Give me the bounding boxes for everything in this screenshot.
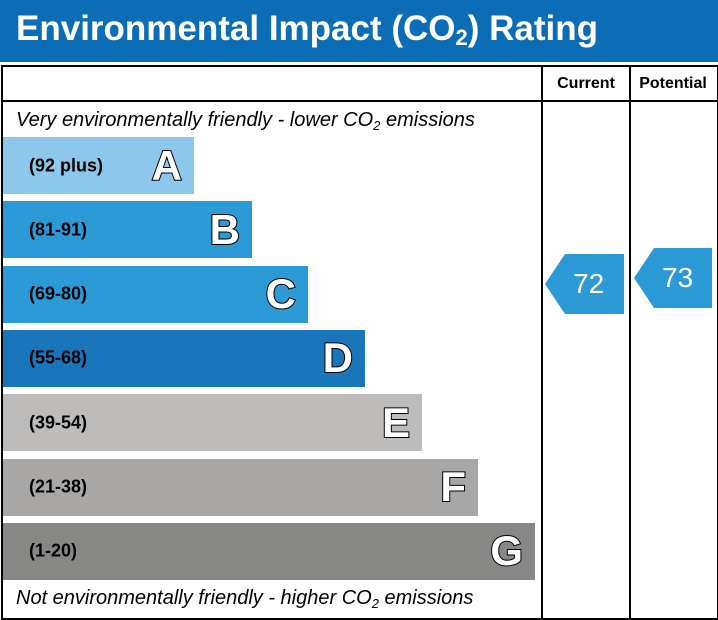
potential-column-divider bbox=[629, 65, 631, 620]
band-letter: E bbox=[381, 398, 411, 446]
current-rating-marker: 72 bbox=[545, 253, 624, 314]
current-rating-value: 72 bbox=[573, 267, 605, 299]
band-range-label: (21-38) bbox=[29, 476, 88, 497]
band-range-label: (69-80) bbox=[29, 283, 88, 304]
band-c: (69-80) C bbox=[3, 265, 308, 323]
band-g: (1-20) G bbox=[3, 522, 535, 580]
band-letter: B bbox=[209, 205, 241, 253]
band-letter: F bbox=[439, 463, 467, 510]
band-range-label: (1-20) bbox=[29, 540, 78, 561]
band-range-label: (81-91) bbox=[29, 219, 88, 240]
bottom-caption-before: Not environmentally friendly - higher CO bbox=[16, 587, 372, 609]
top-caption-after: emissions bbox=[380, 109, 475, 131]
band-e: (39-54) E bbox=[3, 394, 422, 452]
band-d: (55-68) D bbox=[3, 329, 365, 387]
header-row-divider bbox=[1, 100, 718, 102]
potential-rating-marker: 73 bbox=[634, 247, 712, 308]
band-range-label: (92 plus) bbox=[29, 155, 104, 175]
bottom-caption: Not environmentally friendly - higher CO… bbox=[16, 587, 473, 610]
band-b: (81-91) B bbox=[3, 201, 252, 259]
potential-column-header: Potential bbox=[639, 75, 707, 92]
band-range-label: (39-54) bbox=[29, 412, 88, 433]
current-column-header: Current bbox=[557, 75, 615, 92]
band-letter: C bbox=[265, 270, 297, 318]
band-letter: A bbox=[151, 141, 183, 189]
bottom-caption-after: emissions bbox=[378, 587, 474, 609]
top-caption: Very environmentally friendly - lower CO… bbox=[16, 109, 475, 132]
potential-rating-value: 73 bbox=[662, 261, 694, 293]
band-a: (92 plus) A bbox=[3, 137, 194, 194]
title-bar: Environmental Impact (CO2) Rating bbox=[0, 0, 718, 62]
bottom-caption-sub: 2 bbox=[371, 596, 379, 611]
title-prefix: Environmental Impact (CO bbox=[16, 9, 456, 48]
top-caption-sub: 2 bbox=[373, 118, 381, 133]
current-column-divider bbox=[541, 65, 543, 620]
band-range-label: (55-68) bbox=[29, 347, 88, 368]
top-caption-before: Very environmentally friendly - lower CO bbox=[16, 109, 374, 131]
band-letter: D bbox=[322, 334, 354, 382]
band-f: (21-38) F bbox=[3, 458, 478, 516]
band-letter: G bbox=[489, 527, 524, 575]
title-subscript: 2 bbox=[455, 25, 468, 50]
chart-title: Environmental Impact (CO2) Rating bbox=[16, 9, 598, 49]
title-suffix: ) Rating bbox=[467, 9, 599, 48]
